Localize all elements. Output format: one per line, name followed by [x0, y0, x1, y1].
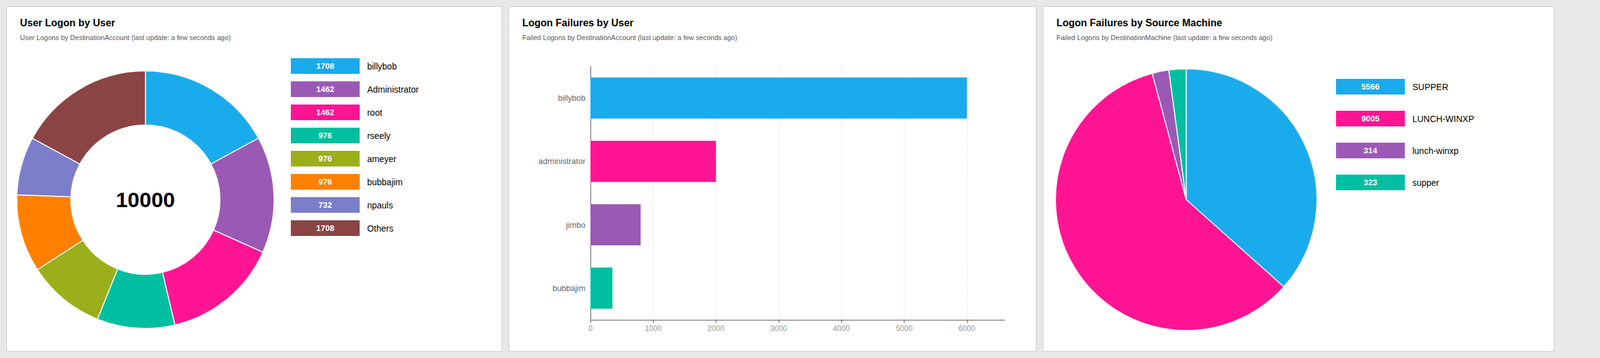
- svg-text:supper: supper: [1412, 177, 1440, 188]
- svg-text:rseely: rseely: [367, 130, 391, 141]
- svg-text:Logon Failures by Source Machi: Logon Failures by Source Machine: [1056, 17, 1223, 29]
- svg-text:User Logon by User: User Logon by User: [20, 17, 116, 29]
- svg-text:10000: 10000: [115, 187, 176, 212]
- svg-text:4000: 4000: [833, 324, 851, 333]
- svg-text:1462: 1462: [315, 84, 335, 94]
- svg-text:npauls: npauls: [367, 200, 393, 211]
- svg-text:1000: 1000: [644, 324, 662, 333]
- svg-text:976: 976: [318, 177, 333, 187]
- svg-text:976: 976: [318, 130, 333, 141]
- svg-text:5000: 5000: [895, 324, 913, 333]
- svg-text:Failed Logons by DestinationAc: Failed Logons by DestinationAccount (las…: [522, 33, 738, 42]
- svg-text:root: root: [367, 107, 383, 118]
- svg-text:Failed Logons by DestinationMa: Failed Logons by DestinationMachine (las…: [1056, 33, 1273, 42]
- svg-text:0: 0: [588, 324, 593, 333]
- svg-text:billybob: billybob: [367, 61, 398, 72]
- svg-text:LUNCH-WINXP: LUNCH-WINXP: [1412, 113, 1475, 124]
- svg-text:User Logons by DestinationAcco: User Logons by DestinationAccount (last …: [20, 33, 231, 42]
- svg-text:Logon Failures by User: Logon Failures by User: [522, 17, 634, 29]
- svg-text:Others: Others: [367, 223, 394, 234]
- svg-text:administrator: administrator: [538, 156, 587, 166]
- svg-text:bubbajim: bubbajim: [552, 283, 587, 293]
- svg-text:Administrator: Administrator: [367, 84, 420, 95]
- svg-text:2000: 2000: [708, 324, 725, 333]
- svg-text:323: 323: [1363, 177, 1378, 188]
- svg-text:lunch-winxp: lunch-winxp: [1412, 145, 1459, 156]
- svg-text:3000: 3000: [770, 324, 788, 333]
- svg-text:1708: 1708: [315, 61, 335, 71]
- svg-text:1462: 1462: [315, 107, 335, 117]
- svg-text:ameyer: ameyer: [367, 153, 397, 164]
- svg-text:1708: 1708: [315, 223, 335, 233]
- svg-text:6000: 6000: [958, 324, 976, 333]
- svg-text:5566: 5566: [1361, 81, 1380, 92]
- svg-text:976: 976: [318, 153, 333, 164]
- svg-text:billybob: billybob: [557, 93, 586, 103]
- svg-text:jimbo: jimbo: [565, 220, 586, 230]
- svg-text:9005: 9005: [1361, 113, 1380, 124]
- svg-text:732: 732: [318, 200, 333, 210]
- svg-text:SUPPER: SUPPER: [1412, 81, 1449, 92]
- svg-text:bubbajim: bubbajim: [367, 177, 403, 188]
- svg-text:314: 314: [1363, 145, 1378, 156]
